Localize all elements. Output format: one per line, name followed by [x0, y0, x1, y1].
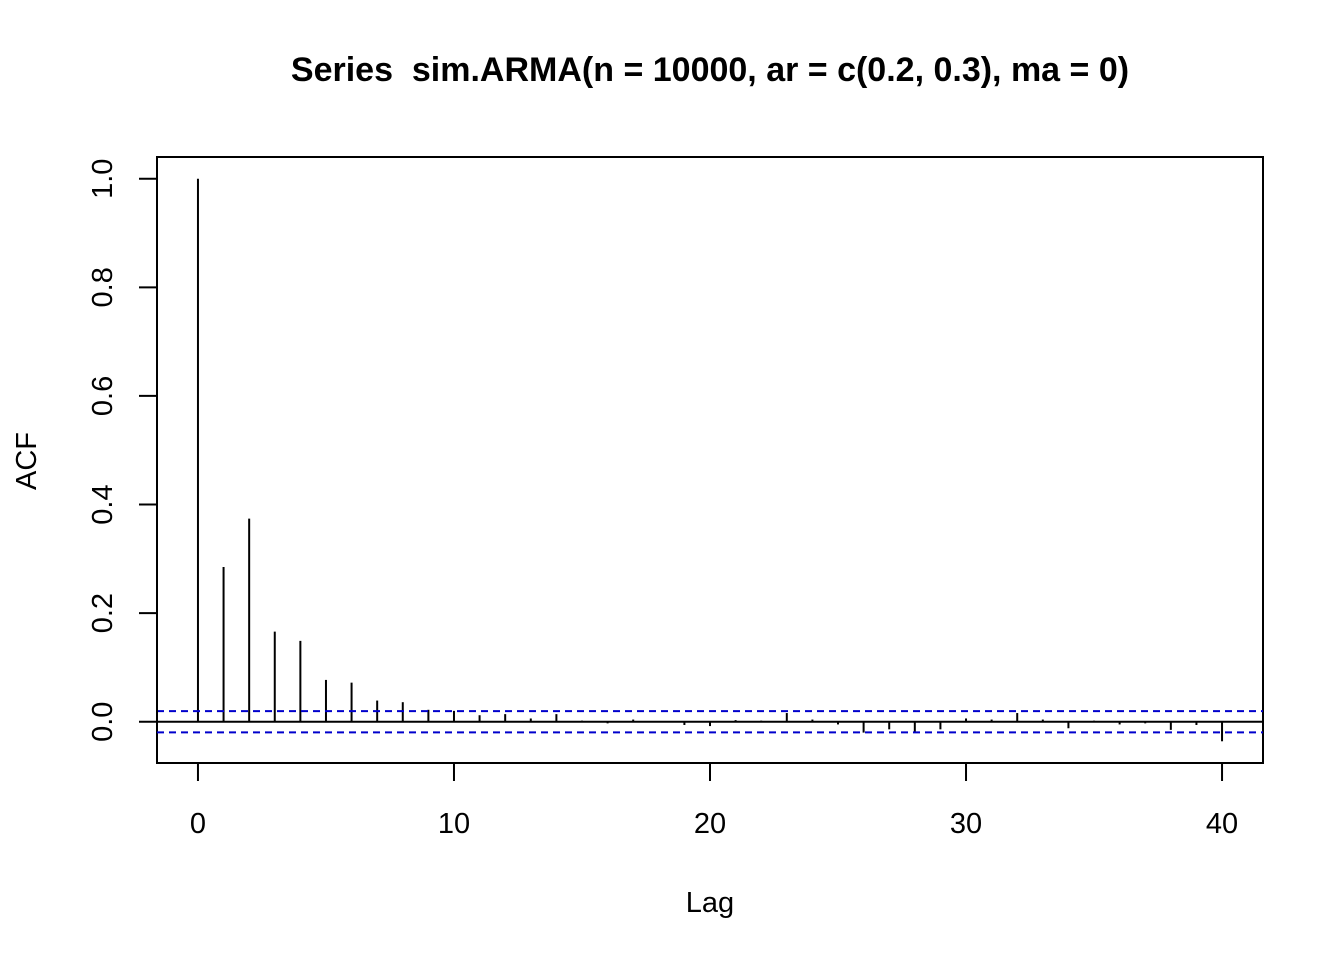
y-tick-label: 0.8 — [87, 267, 119, 307]
y-axis: 0.0 0.2 0.4 0.6 0.8 1.0 — [87, 159, 158, 742]
y-tick-label: 1.0 — [87, 159, 119, 199]
x-axis-label: Lag — [686, 887, 734, 919]
y-tick-label: 0.2 — [87, 593, 119, 633]
plot-frame — [156, 156, 1264, 764]
chart-marks — [157, 178, 1263, 742]
x-tick-label: 40 — [1206, 808, 1238, 840]
chart-title: Series sim.ARMA(n = 10000, ar = c(0.2, 0… — [291, 51, 1129, 89]
x-axis: 0 10 20 30 40 — [190, 762, 1238, 840]
y-tick-label: 0.4 — [87, 484, 119, 524]
x-tick-label: 0 — [190, 808, 206, 840]
x-tick-label: 10 — [438, 808, 470, 840]
x-tick-label: 20 — [694, 808, 726, 840]
x-tick-label: 30 — [950, 808, 982, 840]
y-tick-label: 0.0 — [87, 702, 119, 742]
y-tick-label: 0.6 — [87, 376, 119, 416]
y-axis-label: ACF — [11, 432, 43, 490]
